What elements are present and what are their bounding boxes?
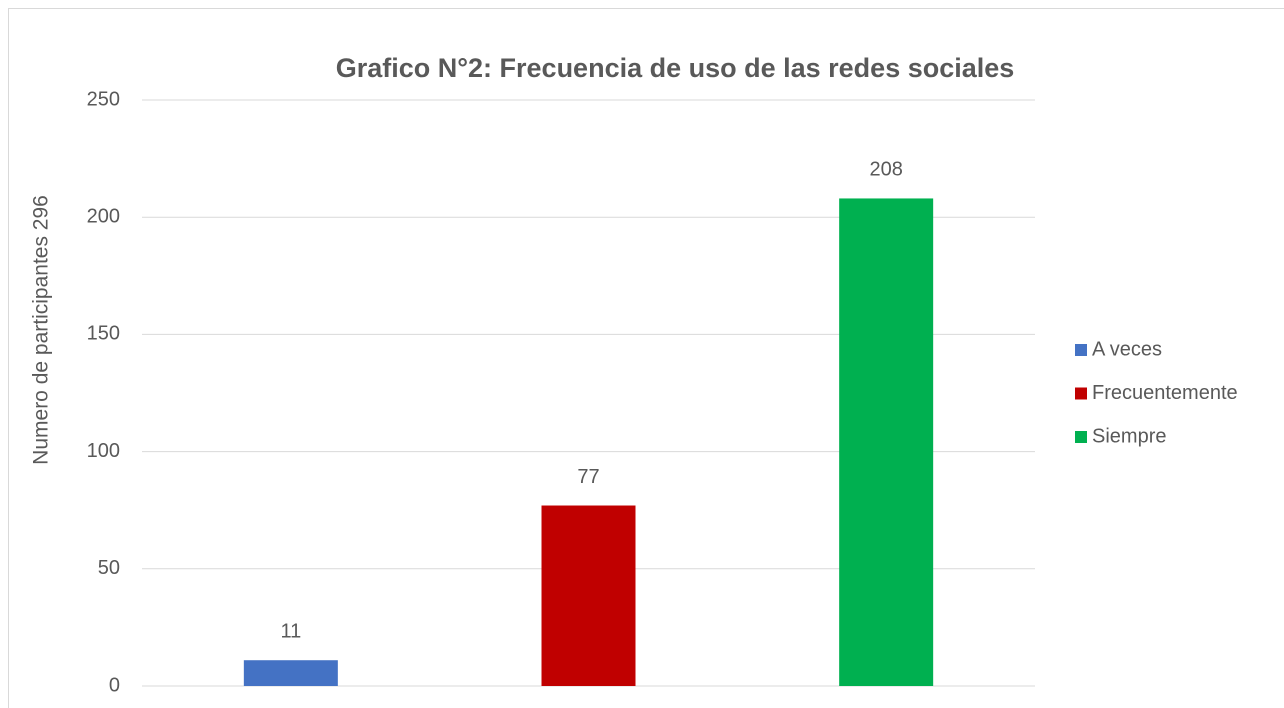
legend-swatch xyxy=(1075,431,1087,443)
bar xyxy=(541,505,636,686)
y-tick-label: 100 xyxy=(87,440,120,462)
chart-title: Grafico N°2: Frecuencia de uso de las re… xyxy=(336,53,1015,83)
y-tick-label: 50 xyxy=(98,557,120,579)
y-tick-label: 250 xyxy=(87,88,120,110)
y-axis-label: Numero de participantes 296 xyxy=(30,195,53,465)
y-tick-label: 0 xyxy=(109,674,120,696)
chart-border xyxy=(8,8,1284,708)
legend-label: Siempre xyxy=(1092,425,1166,447)
y-tick-label: 150 xyxy=(87,323,120,345)
bar xyxy=(243,660,338,686)
data-label: 77 xyxy=(577,466,599,488)
legend-label: Frecuentemente xyxy=(1092,382,1238,404)
y-tick-label: 200 xyxy=(87,205,120,227)
data-label: 11 xyxy=(280,620,301,642)
legend-swatch xyxy=(1075,387,1087,400)
legend-swatch xyxy=(1075,344,1087,356)
legend-label: A veces xyxy=(1092,338,1162,360)
data-label: 208 xyxy=(869,159,902,181)
bar xyxy=(839,198,934,686)
